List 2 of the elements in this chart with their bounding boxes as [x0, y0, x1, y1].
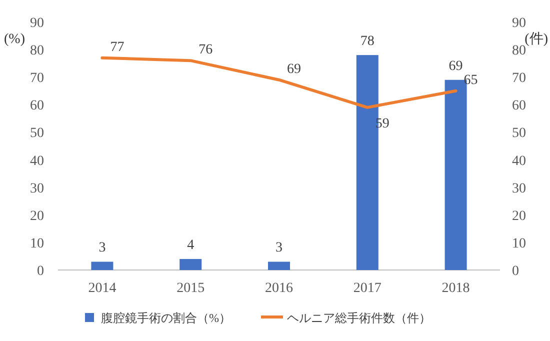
y2label: (件) — [524, 32, 548, 47]
ylabel: (%) — [4, 32, 25, 47]
